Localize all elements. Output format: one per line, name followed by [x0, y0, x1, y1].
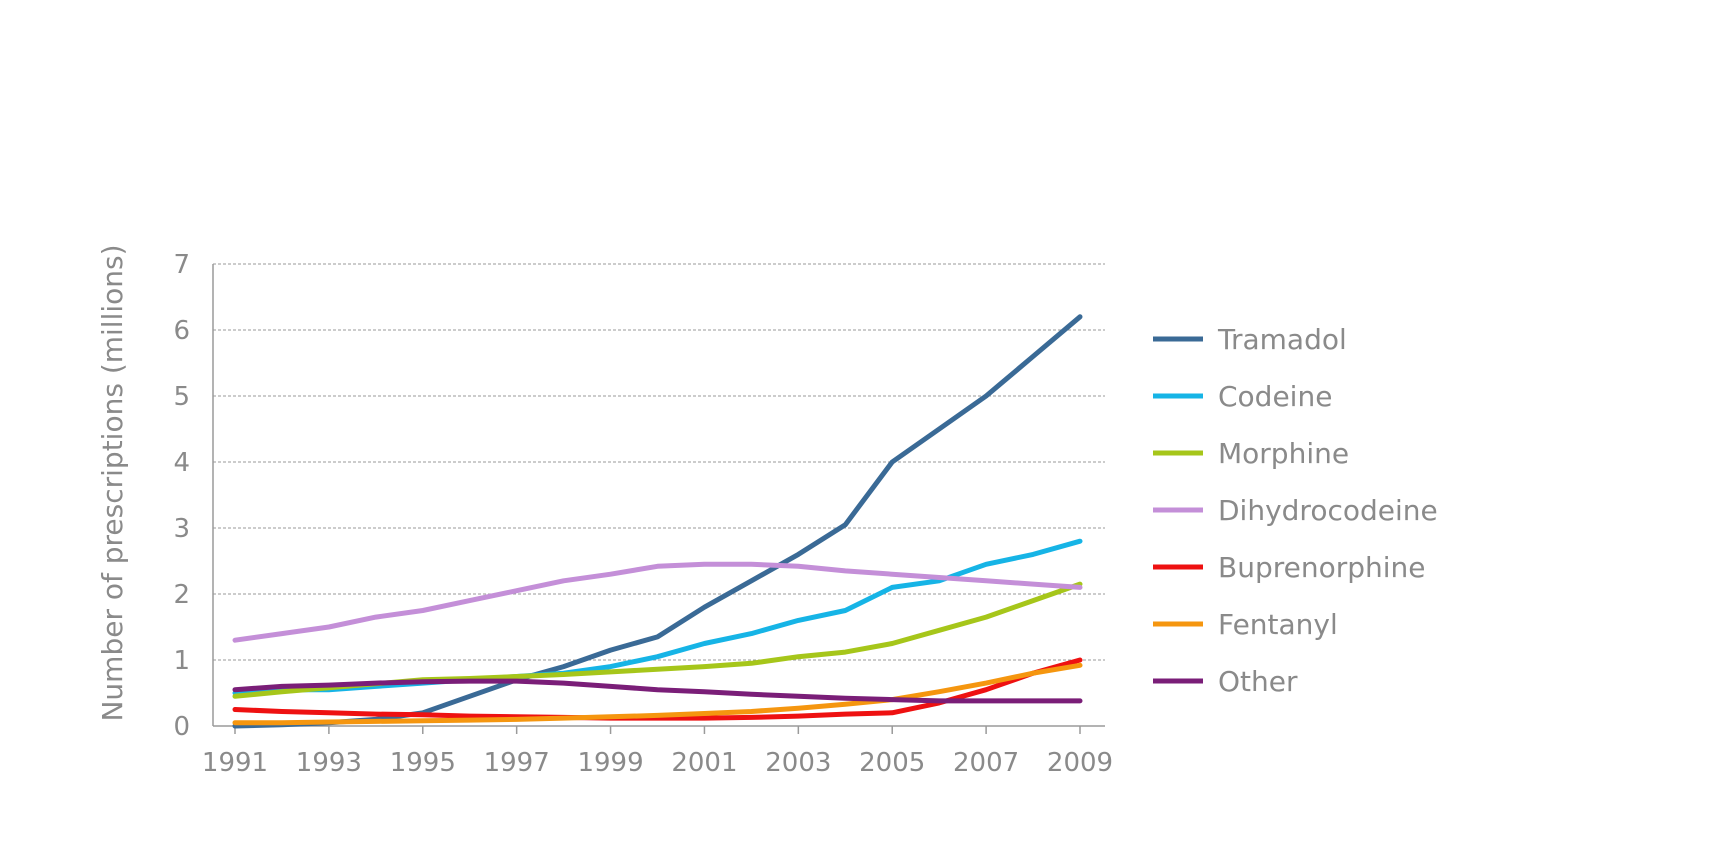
- x-tick-label: 2001: [671, 748, 737, 778]
- legend-item: Other: [1153, 665, 1298, 698]
- y-tick-label: 1: [173, 646, 190, 676]
- x-tick-label: 2005: [859, 748, 925, 778]
- legend-label: Dihydrocodeine: [1218, 494, 1438, 527]
- x-tick-label: 1991: [202, 748, 268, 778]
- y-tick-labels: 0 1 2 3 4 5 6 7: [173, 250, 190, 742]
- x-tick-label: 1993: [296, 748, 362, 778]
- legend-item: Fentanyl: [1153, 608, 1338, 641]
- y-tick-label: 2: [173, 580, 190, 610]
- legend: Tramadol Codeine Morphine Dihydrocodeine Bup…: [1153, 323, 1438, 698]
- legend-label: Other: [1218, 665, 1298, 698]
- legend-label: Tramadol: [1217, 323, 1347, 356]
- legend-item: Tramadol: [1153, 323, 1347, 356]
- series-line-fentanyl: [232, 662, 1083, 726]
- series-line-tramadol: [232, 314, 1083, 729]
- x-tick-label: 2009: [1047, 748, 1113, 778]
- legend-item: Morphine: [1153, 437, 1349, 470]
- y-tick-label: 0: [173, 712, 190, 742]
- legend-label: Buprenorphine: [1218, 551, 1426, 584]
- legend-item: Dihydrocodeine: [1153, 494, 1438, 527]
- x-tick-label: 2007: [953, 748, 1019, 778]
- x-tick-label: 1999: [577, 748, 643, 778]
- y-tick-label: 3: [173, 514, 190, 544]
- axes: [212, 264, 1105, 727]
- y-tick-label: 7: [173, 250, 190, 280]
- series-line-dihydrocodeine: [232, 561, 1083, 643]
- x-tick-labels: 1991 1993 1995 1997 1999 2001 2003 2005 2007 2009: [202, 726, 1113, 778]
- x-tick-label: 2003: [765, 748, 831, 778]
- series-lines: [232, 314, 1083, 729]
- gridlines: [213, 263, 1105, 661]
- legend-label: Codeine: [1218, 380, 1332, 413]
- y-axis-title: Number of prescriptions (millions): [96, 244, 129, 721]
- y-tick-label: 6: [173, 316, 190, 346]
- y-tick-label: 5: [173, 382, 190, 412]
- legend-label: Fentanyl: [1218, 608, 1338, 641]
- series-line-other: [232, 678, 1083, 704]
- series-line-codeine: [232, 538, 1083, 696]
- legend-item: Codeine: [1153, 380, 1332, 413]
- legend-item: Buprenorphine: [1153, 551, 1426, 584]
- x-tick-label: 1995: [390, 748, 456, 778]
- x-tick-label: 1997: [484, 748, 550, 778]
- series-line-morphine: [232, 581, 1083, 699]
- legend-label: Morphine: [1218, 437, 1349, 470]
- y-tick-label: 4: [173, 448, 190, 478]
